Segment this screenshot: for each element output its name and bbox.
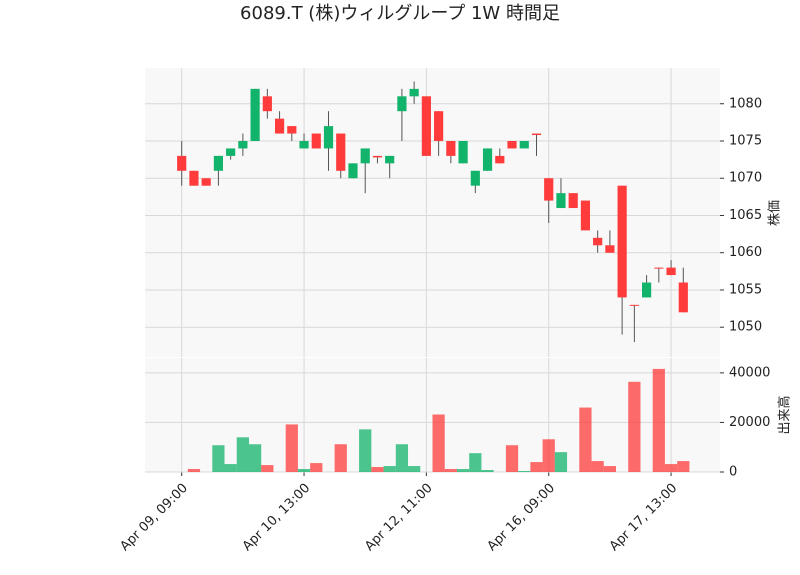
candle-body bbox=[654, 267, 664, 269]
candle-body bbox=[189, 170, 199, 186]
volume-bar bbox=[432, 414, 445, 472]
volume-bar bbox=[603, 466, 617, 472]
volume-bar bbox=[518, 471, 531, 472]
candle-body bbox=[201, 178, 211, 186]
candle-body bbox=[495, 155, 505, 164]
candle-body bbox=[250, 88, 260, 141]
volume-bar bbox=[542, 439, 555, 472]
candle-body bbox=[617, 185, 627, 298]
volume-bar bbox=[248, 444, 262, 472]
candle-body bbox=[348, 163, 358, 179]
volume-bar bbox=[664, 464, 678, 472]
candle-body bbox=[213, 155, 223, 171]
candle-body bbox=[434, 111, 444, 141]
candle-body bbox=[397, 96, 407, 112]
volume-bar bbox=[383, 466, 396, 472]
y-tick-label: 1065 bbox=[729, 208, 762, 223]
candle-body bbox=[177, 155, 187, 171]
volume-bar bbox=[310, 463, 323, 472]
volume-bar bbox=[628, 381, 641, 472]
candle-body bbox=[470, 170, 480, 186]
candle-body bbox=[238, 140, 248, 149]
volume-tick-label: 0 bbox=[729, 465, 737, 480]
candle-body bbox=[482, 148, 493, 171]
volume-bar bbox=[579, 407, 592, 472]
candle-body bbox=[421, 96, 431, 156]
y-axis-label: 株価 bbox=[768, 200, 783, 226]
price-panel bbox=[145, 68, 720, 357]
volume-bar bbox=[408, 466, 421, 472]
candle-body bbox=[458, 140, 468, 164]
candle-body bbox=[226, 148, 236, 156]
candle-body bbox=[372, 155, 383, 158]
candle-body bbox=[593, 237, 603, 246]
candle-body bbox=[287, 126, 297, 134]
candle-body bbox=[360, 148, 370, 164]
volume-bar bbox=[395, 444, 409, 472]
candle-body bbox=[299, 140, 309, 149]
candle-body bbox=[274, 118, 285, 134]
volume-bar bbox=[530, 462, 543, 472]
candle-body bbox=[446, 140, 456, 156]
volume-bar bbox=[285, 424, 298, 472]
candle-body bbox=[385, 155, 395, 164]
volume-bar bbox=[505, 445, 519, 472]
volume-bar bbox=[187, 469, 201, 472]
volume-bar bbox=[481, 470, 494, 472]
candle-body bbox=[568, 193, 578, 209]
volume-bar bbox=[456, 469, 470, 472]
candle-body bbox=[666, 267, 676, 276]
y-tick-label: 1080 bbox=[729, 96, 762, 111]
y-tick-label: 1055 bbox=[729, 282, 762, 297]
x-tick-label: Apr 16, 09:00 bbox=[485, 481, 558, 554]
candle-body bbox=[323, 126, 334, 149]
x-tick-label: Apr 12, 11:00 bbox=[362, 481, 435, 554]
candle-body bbox=[605, 245, 615, 253]
y-tick-label: 1050 bbox=[729, 320, 762, 335]
candle-body bbox=[336, 133, 346, 171]
volume-tick-label: 40000 bbox=[729, 365, 770, 380]
volume-bar bbox=[212, 445, 225, 472]
candle-body bbox=[556, 193, 566, 209]
y-tick-label: 1075 bbox=[729, 133, 762, 148]
candle-body bbox=[629, 304, 639, 306]
volume-bar bbox=[591, 461, 604, 472]
candle-body bbox=[531, 133, 542, 136]
candle-body bbox=[519, 140, 529, 149]
chart-title: 6089.T (株)ウィルグループ 1W 時間足 bbox=[240, 3, 560, 24]
volume-bar bbox=[236, 437, 249, 472]
candle-body bbox=[580, 200, 591, 231]
volume-axis-label: 出来高 bbox=[777, 395, 793, 434]
y-tick-label: 1070 bbox=[729, 171, 762, 186]
volume-bar bbox=[677, 461, 690, 472]
candle-body bbox=[507, 140, 517, 149]
candle-body bbox=[311, 133, 321, 149]
volume-bar bbox=[371, 467, 384, 472]
x-tick-label: Apr 17, 13:00 bbox=[607, 481, 680, 554]
volume-bar bbox=[261, 465, 274, 472]
volume-bar bbox=[554, 452, 568, 472]
volume-bar bbox=[224, 464, 237, 472]
volume-bar bbox=[652, 368, 665, 472]
y-tick-label: 1060 bbox=[729, 245, 762, 260]
candle-body bbox=[642, 282, 652, 298]
x-tick-label: Apr 09, 09:00 bbox=[118, 481, 191, 554]
volume-bar bbox=[334, 444, 347, 472]
candle-body bbox=[409, 88, 419, 97]
volume-bar bbox=[444, 469, 457, 472]
candle-body bbox=[262, 96, 272, 112]
x-tick-label: Apr 10, 13:00 bbox=[240, 481, 313, 554]
volume-bar bbox=[297, 469, 311, 472]
volume-tick-label: 20000 bbox=[729, 415, 770, 430]
volume-bar bbox=[359, 429, 372, 472]
candle-body bbox=[544, 178, 554, 201]
candle-body bbox=[678, 282, 688, 313]
volume-bar bbox=[469, 453, 482, 472]
